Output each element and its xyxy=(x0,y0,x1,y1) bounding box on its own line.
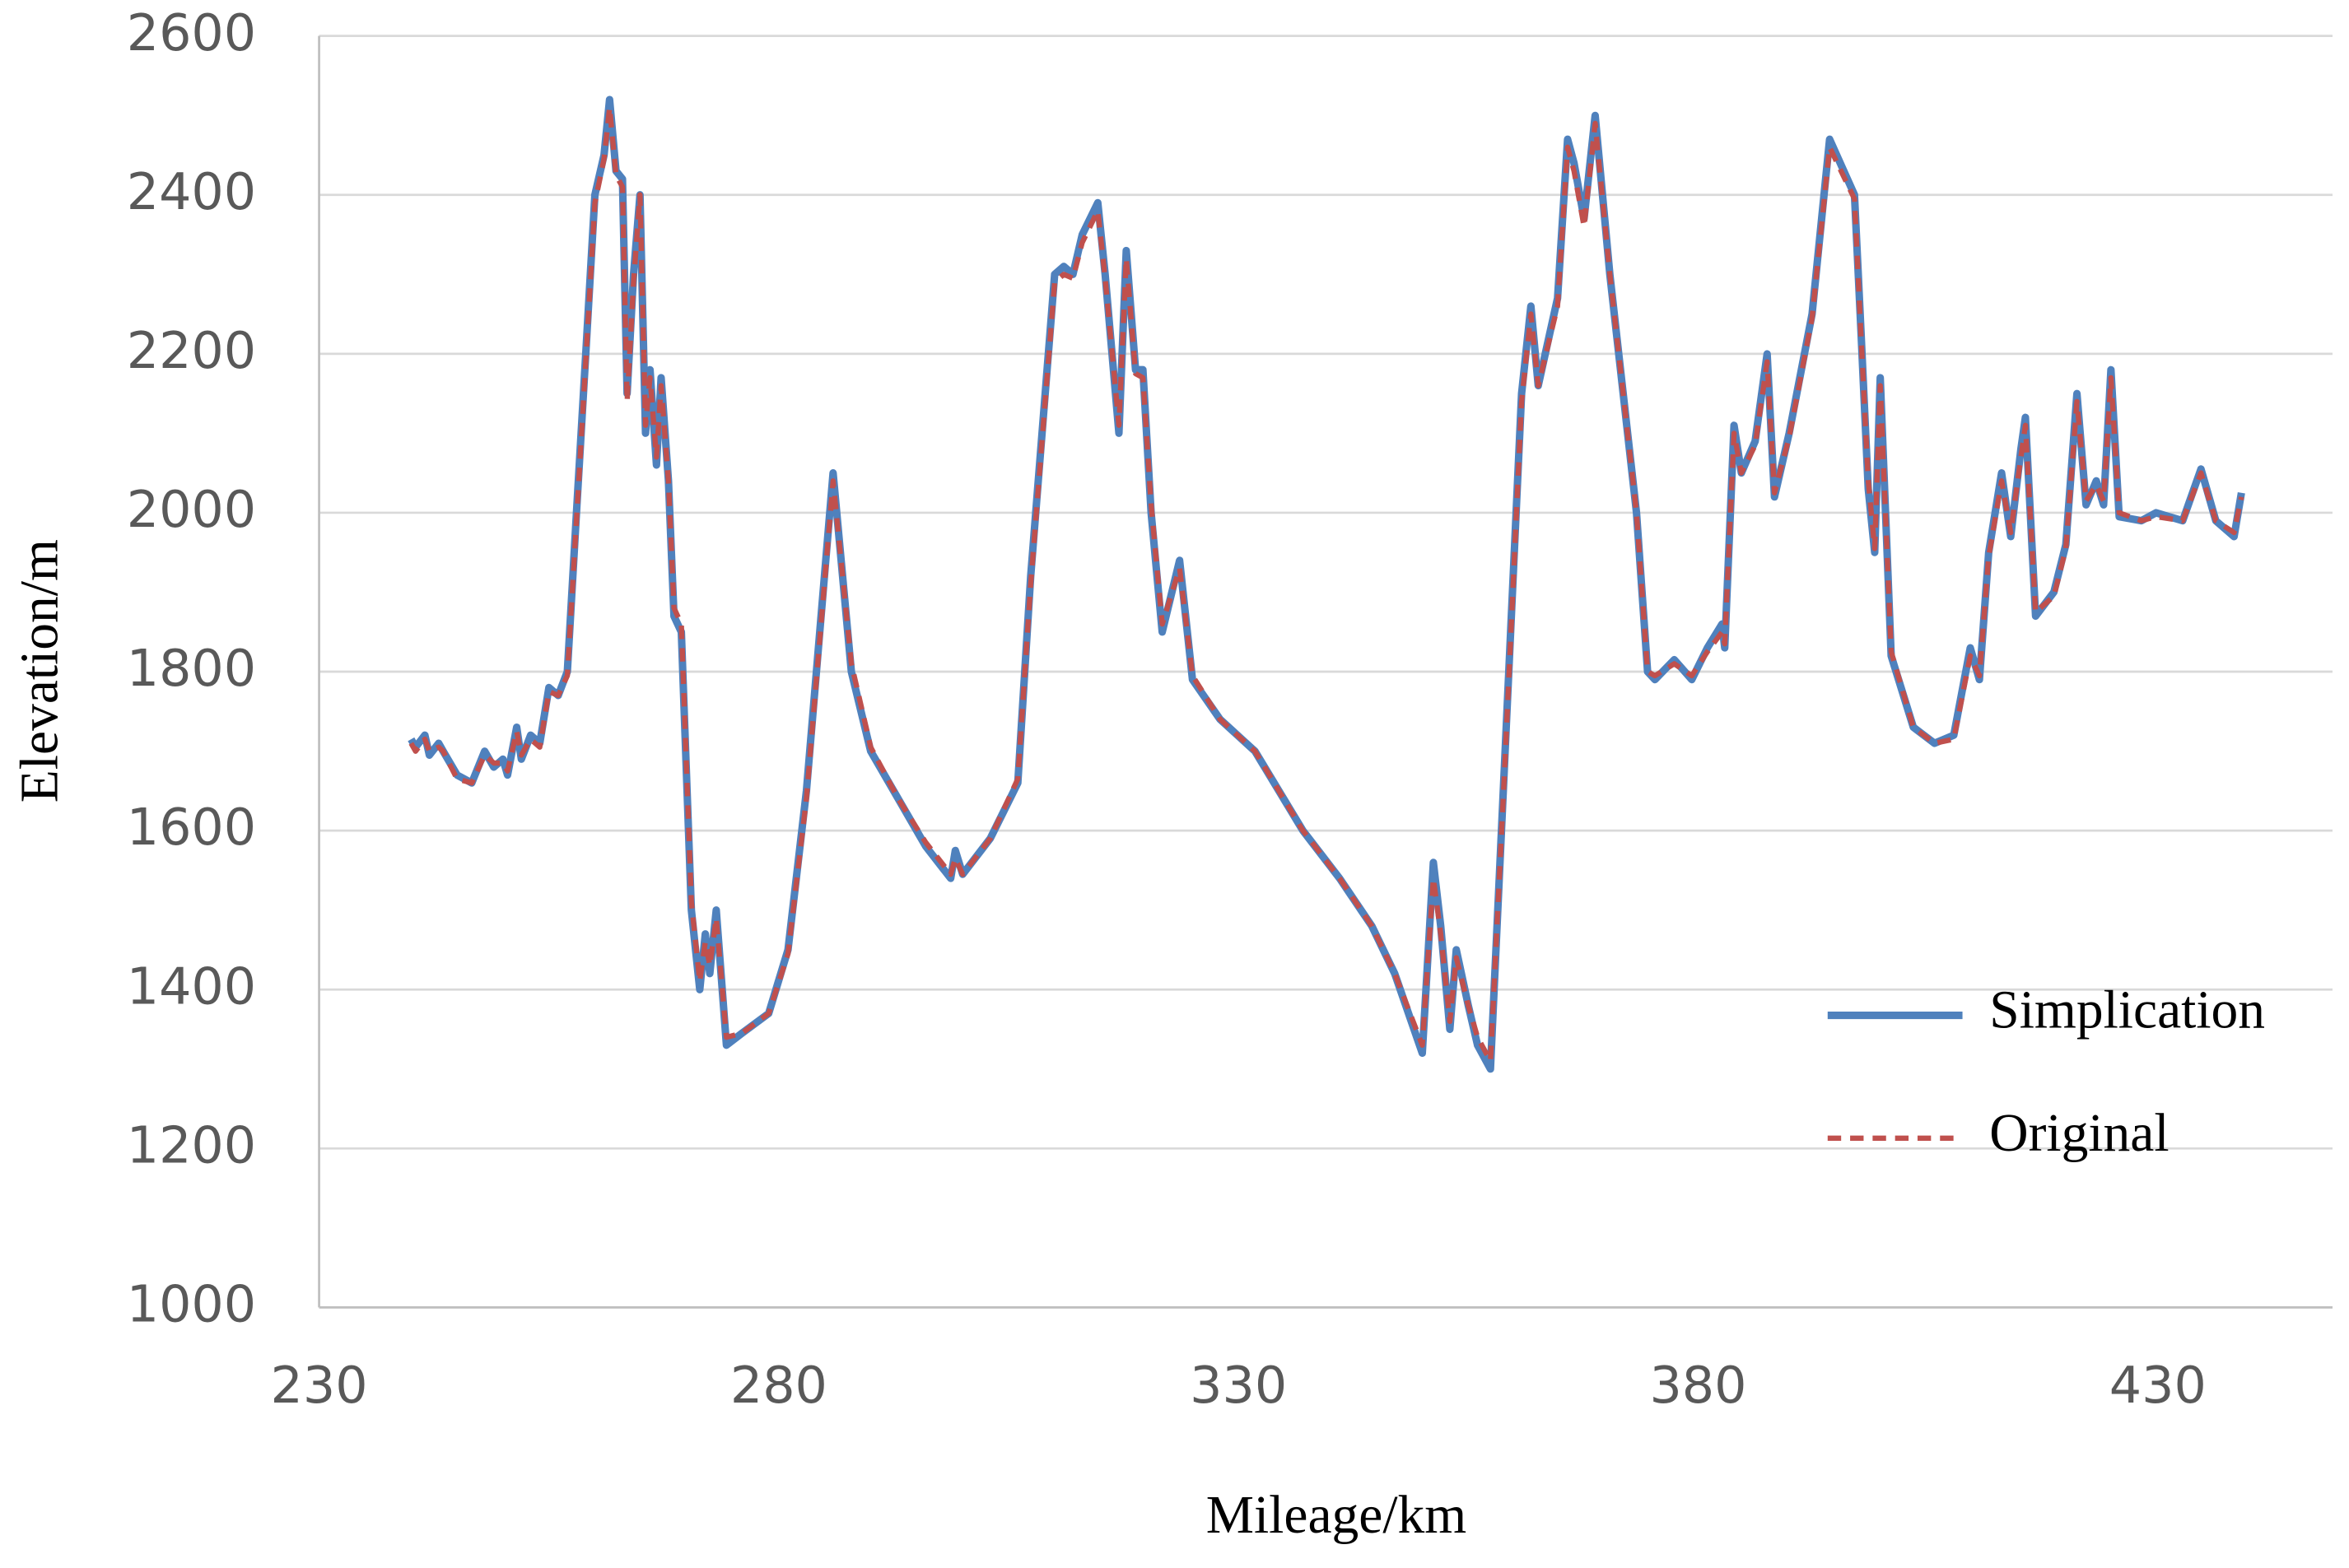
y-tick-label: 2600 xyxy=(127,3,256,63)
y-tick-label: 2400 xyxy=(127,162,256,221)
x-tick-label: 330 xyxy=(1190,1356,1287,1415)
x-tick-label: 280 xyxy=(730,1356,827,1415)
legend-label: Simplication xyxy=(1989,981,2265,1040)
y-tick-label: 1000 xyxy=(127,1275,256,1334)
x-tick-label: 230 xyxy=(271,1356,368,1415)
y-axis-label: Elevation/m xyxy=(11,539,70,803)
y-tick-label: 1400 xyxy=(127,956,256,1016)
y-tick-label: 1600 xyxy=(127,798,256,857)
y-tick-label: 2200 xyxy=(127,321,256,380)
y-tick-label: 1200 xyxy=(127,1115,256,1175)
x-axis-label: Mileage/km xyxy=(1206,1486,1467,1545)
series-line xyxy=(408,105,2244,1064)
x-tick-label: 430 xyxy=(2109,1356,2207,1415)
y-tick-label: 1800 xyxy=(127,639,256,698)
x-tick-label: 380 xyxy=(1649,1356,1746,1415)
y-tick-label: 2000 xyxy=(127,480,256,539)
series-line xyxy=(408,95,2245,1073)
legend-label: Original xyxy=(1989,1104,2169,1163)
